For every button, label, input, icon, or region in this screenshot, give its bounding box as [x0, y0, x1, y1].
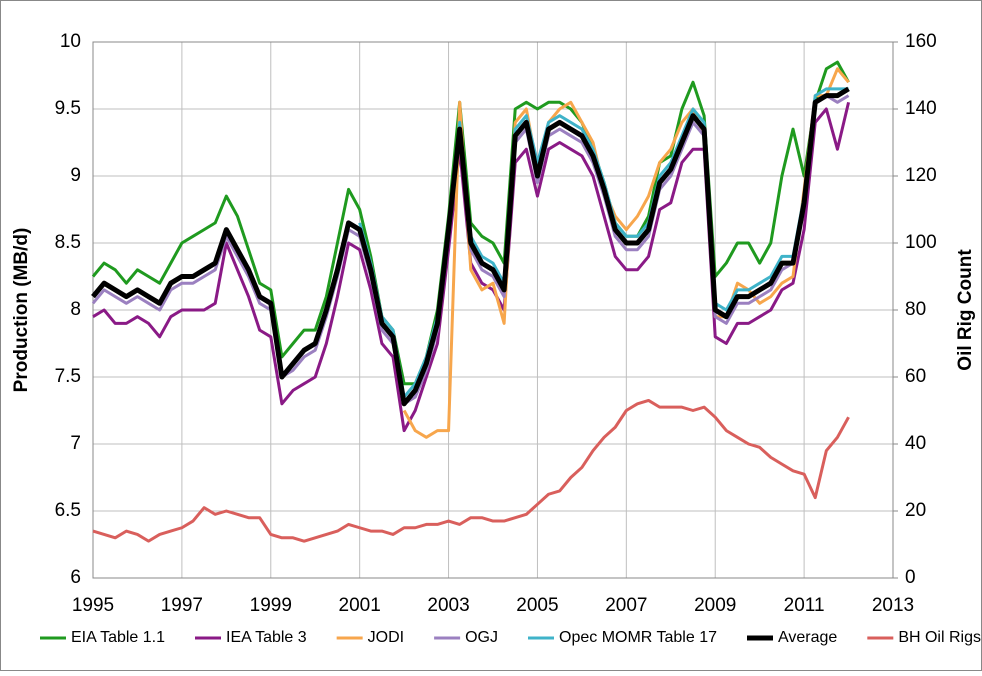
series-line — [92, 398, 850, 543]
legend-label: IEA Table 3 — [226, 629, 307, 646]
legend-label: Average — [778, 629, 837, 646]
y-tick-label: 8 — [70, 299, 81, 320]
y-tick-label: 6.5 — [55, 500, 81, 521]
x-tick-label: 2009 — [694, 595, 736, 616]
y2-axis-label: Oil Rig Count — [955, 249, 976, 371]
legend-label: OGJ — [465, 629, 498, 646]
x-tick-label: 2001 — [339, 595, 381, 616]
series-line — [91, 86, 850, 407]
legend: EIA Table 1.1 IEA Table 3 JODI OGJ Opec MOMR… — [40, 629, 982, 646]
y-tick-label: 7.5 — [55, 366, 81, 387]
y2-tick-label: 100 — [905, 232, 937, 253]
y2-tick-label: 140 — [905, 98, 937, 119]
y2-tick-label: 40 — [905, 433, 926, 454]
y2-tick-label: 160 — [905, 31, 937, 52]
x-tick-label: 2011 — [784, 595, 825, 616]
y2-tick-label: 120 — [905, 165, 937, 186]
y-axis-label: Production (MB/d) — [11, 228, 32, 393]
y-tick-label: 8.5 — [55, 232, 81, 253]
x-tick-label: 1997 — [161, 595, 203, 616]
legend-label: Opec MOMR Table 17 — [559, 629, 717, 646]
y-tick-label: 6 — [70, 567, 81, 588]
x-tick-label: 2005 — [516, 595, 558, 616]
y-tick-label: 9.5 — [55, 98, 81, 119]
y2-tick-label: 20 — [905, 500, 926, 521]
y-tick-label: 10 — [60, 31, 81, 52]
y-tick-label: 9 — [70, 165, 81, 186]
legend-label: JODI — [368, 629, 404, 646]
series-line — [402, 67, 850, 439]
y2-tick-label: 0 — [905, 567, 916, 588]
y2-tick-label: 60 — [905, 366, 926, 387]
x-tick-label: 1995 — [72, 595, 114, 616]
x-tick-label: 1999 — [250, 595, 292, 616]
x-tick-label: 2007 — [605, 595, 647, 616]
y-tick-label: 7 — [70, 433, 81, 454]
x-tick-label: 2013 — [872, 595, 914, 616]
legend-label: EIA Table 1.1 — [71, 629, 165, 646]
legend-label: BH Oil Rigs (RHS) — [898, 629, 982, 646]
y2-tick-label: 80 — [905, 299, 926, 320]
x-tick-label: 2003 — [427, 595, 469, 616]
plot-area — [92, 41, 894, 579]
